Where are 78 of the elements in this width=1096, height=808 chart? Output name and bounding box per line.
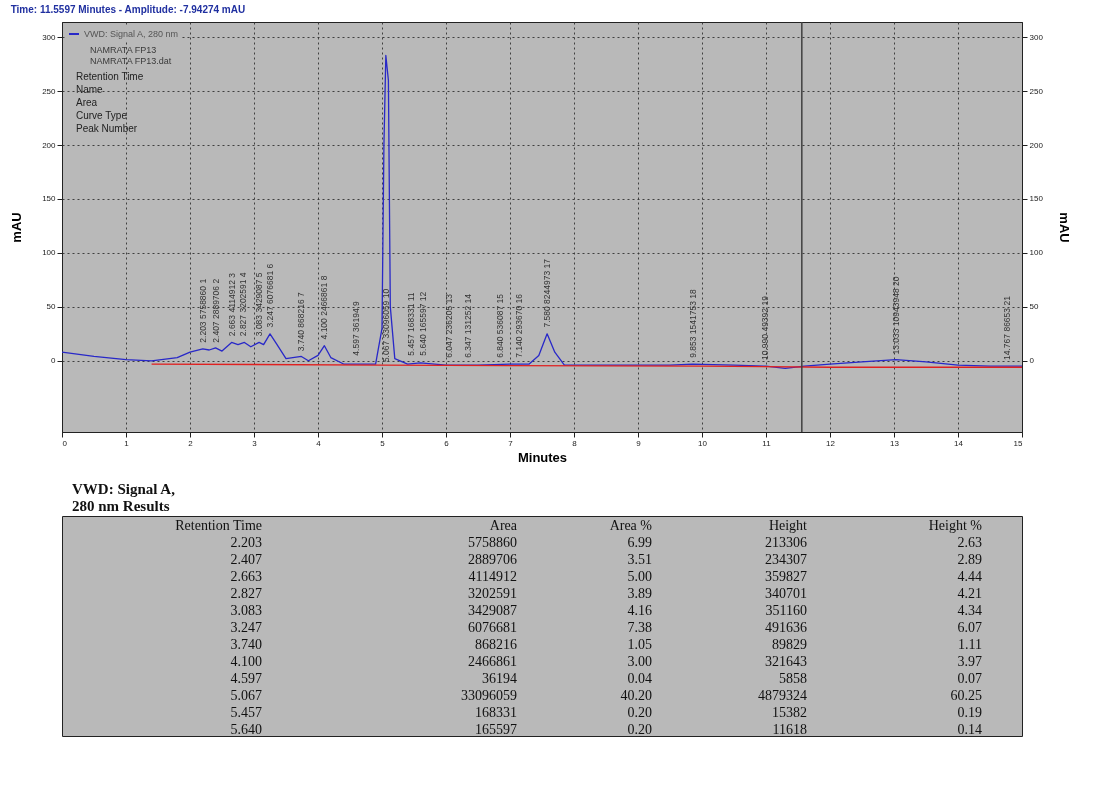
annotation: 5.640 165597 12 [417, 291, 428, 356]
annotation: Peak Number [76, 123, 138, 134]
annotation: 6.047 236205 13 [444, 293, 455, 358]
annotation: 2.827 3202591 4 [237, 272, 248, 337]
x-tick-label: 12 [826, 438, 836, 448]
y-tick-label: 50 [46, 302, 57, 312]
text: 5.067 33096059 40.20 4879324 60.25 [230, 688, 982, 703]
text: 3.083 3429087 4.16 351160 4.34 [230, 603, 982, 618]
y2-tick-label: 300 [1029, 32, 1044, 42]
annotation: Area [76, 97, 98, 108]
annotation: 7.580 8244973 17 [542, 258, 553, 328]
x-tick-label: 9 [636, 438, 642, 448]
text: 2.407 2889706 3.51 234307 2.89 [230, 552, 982, 567]
annotation: 5.457 168331 11 [406, 292, 417, 356]
chart-title: Time: 11.5597 Minutes - Amplitude: -7.94274 mAU [10, 4, 246, 16]
x-tick-label: 4 [316, 438, 322, 448]
annotation: 3.247 6076681 6 [264, 263, 275, 328]
text: 3.740 868216 1.05 89829 1.11 [230, 637, 982, 652]
x-tick-label: 14 [954, 438, 964, 448]
y2-tick-label: 50 [1029, 302, 1039, 312]
y2-tick-label: 0 [1029, 356, 1035, 366]
y-tick-label: 250 [42, 86, 57, 96]
annotation: 3.083 3429087 5 [254, 272, 265, 337]
annotation: 2.663 4114912 3 [227, 272, 238, 337]
annotation: 3.740 868216 7 [296, 291, 307, 352]
x-tick-label: 3 [252, 438, 258, 448]
annotation: 9.853 1541753 18 [687, 288, 698, 358]
x-tick-label: 8 [572, 438, 578, 448]
line-series [62, 54, 1022, 369]
x-tick-label: 10 [698, 438, 708, 448]
y-tick-label: 150 [42, 194, 57, 204]
annotation: Retention Time [76, 71, 144, 82]
x-tick-label: 7 [508, 438, 514, 448]
x-tick-label: 1 [124, 438, 130, 448]
text: VWD: Signal A, 280 nm Results [72, 481, 176, 514]
text: 4.597 36194 0.04 5858 0.07 [230, 671, 982, 686]
x-tick-label: 13 [890, 438, 900, 448]
x-tick-label: 0 [62, 438, 68, 448]
x-tick-label: 5 [380, 438, 386, 448]
annotation: 7.140 293670 16 [513, 293, 524, 358]
annotation: NAMRATA FP13.dat [90, 56, 172, 66]
text: 5.640 165597 0.20 11618 0.14 [230, 722, 982, 737]
text: 2.203 5758860 6.99 213306 2.63 [230, 535, 982, 550]
text: 2.827 3202591 3.89 340701 4.21 [230, 586, 982, 601]
y2-tick-label: 150 [1029, 194, 1044, 204]
x-tick-label: 6 [444, 438, 450, 448]
x-tick-label: 2 [188, 438, 194, 448]
text: 5.457 168331 0.20 15382 0.19 [230, 705, 982, 720]
annotation: NAMRATA FP13 [90, 45, 157, 55]
y2-tick-label: 250 [1029, 86, 1044, 96]
y-tick-label: 300 [42, 32, 57, 42]
legend-label: VWD: Signal A, 280 nm [84, 29, 179, 39]
text: 2.663 4114912 5.00 359827 4.44 [230, 569, 982, 584]
annotation: 6.840 536087 15 [494, 293, 505, 358]
y-tick-label: 0 [51, 356, 57, 366]
y2-axis-title: mAU [1056, 212, 1072, 243]
y2-tick-label: 100 [1029, 248, 1044, 258]
x-tick-label: 11 [762, 438, 772, 448]
annotation: 4.597 36194 9 [351, 301, 362, 356]
y-tick-label: 200 [42, 140, 57, 150]
annotation: 10.990 49392 19 [760, 295, 771, 360]
text: 4.100 2466861 3.00 321643 3.97 [230, 654, 982, 669]
y-tick-label: 100 [42, 248, 57, 258]
annotation: 6.347 131252 14 [463, 293, 474, 358]
x-tick-label: 15 [1013, 438, 1024, 448]
text: Retention Time Area Area % Height Height % [175, 518, 982, 533]
annotation: 2.407 2889706 2 [211, 278, 222, 343]
annotation: 5.067 33096059 10 [381, 288, 392, 363]
annotation: 4.100 2466861 8 [319, 275, 330, 340]
annotation: Name [76, 84, 104, 95]
text: 3.247 6076681 7.38 491636 6.07 [230, 620, 982, 635]
annotation: Curve Type [76, 110, 128, 121]
annotation: 14.767 86653 21 [1002, 295, 1013, 360]
annotation: 2.203 5758860 1 [197, 278, 208, 343]
y2-tick-label: 200 [1029, 140, 1044, 150]
x-axis-title: Minutes [517, 449, 568, 465]
annotation: 13.033 10943948 20 [891, 276, 902, 355]
y-axis-title: mAU [9, 212, 25, 243]
